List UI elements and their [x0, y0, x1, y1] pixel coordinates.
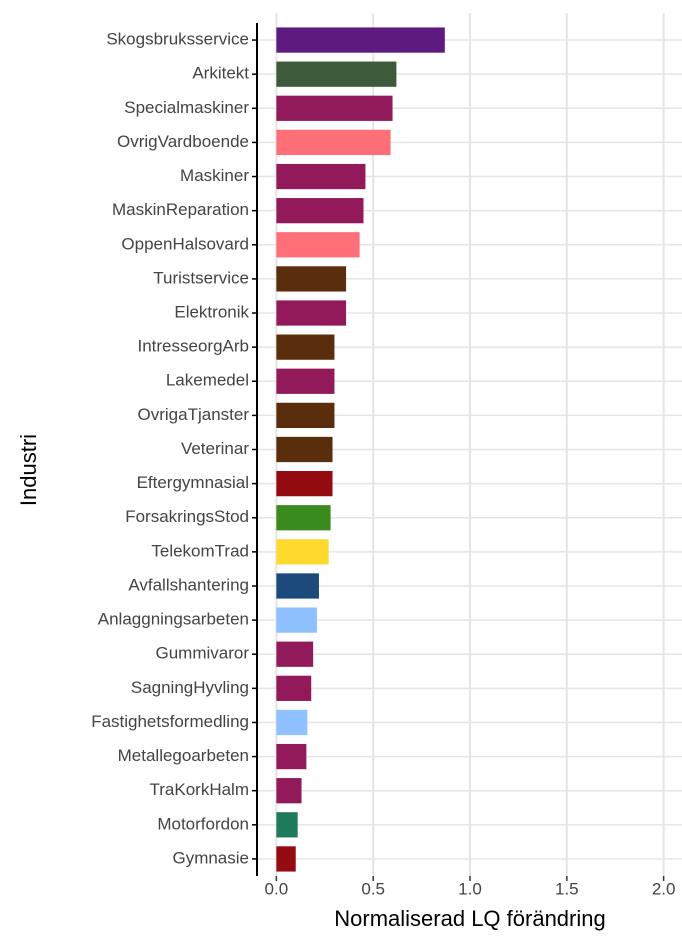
bar — [276, 198, 364, 224]
bar — [276, 470, 333, 497]
x-axis-label: Normaliserad LQ förändring — [334, 906, 605, 931]
y-tick-label: SagningHyvling — [131, 678, 249, 697]
y-tick-label: Fastighetsformedling — [91, 712, 249, 731]
bar — [276, 641, 314, 667]
bar — [276, 436, 333, 463]
y-tick-label: Lakemedel — [166, 371, 249, 390]
bar — [276, 539, 329, 565]
bar — [276, 300, 347, 326]
bar — [276, 607, 318, 633]
bar — [276, 95, 393, 121]
y-tick-label: IntresseorgArb — [138, 337, 250, 356]
x-tick-label: 0.0 — [265, 879, 289, 898]
x-tick-label: 1.5 — [555, 879, 579, 898]
bar — [276, 266, 347, 292]
bar — [276, 163, 366, 190]
y-tick-label: OvrigVardboende — [117, 132, 249, 151]
y-tick-label: TraKorkHalm — [150, 780, 250, 799]
bar — [276, 368, 335, 394]
y-tick-label: Gymnasie — [172, 848, 249, 867]
y-tick-label: Motorfordon — [157, 814, 249, 833]
y-tick-label: Maskiner — [180, 166, 249, 185]
y-tick-label: Gummivaror — [155, 644, 249, 663]
y-tick-label: Specialmaskiner — [124, 98, 249, 117]
bar — [276, 232, 360, 258]
bar — [276, 61, 397, 87]
bar — [276, 402, 335, 429]
y-tick-label: Metallegoarbeten — [118, 746, 249, 765]
bar — [276, 846, 296, 872]
y-axis-label: Industri — [16, 434, 41, 506]
y-tick-label: OppenHalsovard — [121, 234, 249, 253]
bar — [276, 505, 331, 531]
y-tick-label: Arkitekt — [192, 64, 249, 83]
bar — [276, 709, 308, 736]
y-tick-label: Turistservice — [153, 268, 249, 287]
bar — [276, 129, 391, 156]
y-tick-label: Avfallshantering — [128, 575, 249, 594]
y-tick-label: TelekomTrad — [151, 541, 249, 560]
x-tick-label: 2.0 — [652, 879, 676, 898]
x-tick-label: 0.5 — [361, 879, 385, 898]
y-tick-label: Skogsbruksservice — [106, 30, 249, 49]
y-tick-label: Eftergymnasial — [137, 473, 249, 492]
bar — [276, 812, 298, 838]
bar — [276, 573, 319, 599]
bar — [276, 675, 312, 701]
x-tick-label: 1.0 — [458, 879, 482, 898]
y-tick-label: Elektronik — [174, 303, 249, 322]
y-tick-label: Anlaggningsarbeten — [98, 610, 249, 629]
y-tick-label: ForsakringsStod — [125, 507, 249, 526]
bar — [276, 778, 302, 804]
bar — [276, 27, 445, 53]
y-tick-label: MaskinReparation — [112, 200, 249, 219]
y-tick-label: OvrigaTjanster — [138, 405, 250, 424]
bar — [276, 334, 335, 360]
y-tick-label: Veterinar — [181, 439, 249, 458]
bar — [276, 743, 307, 770]
